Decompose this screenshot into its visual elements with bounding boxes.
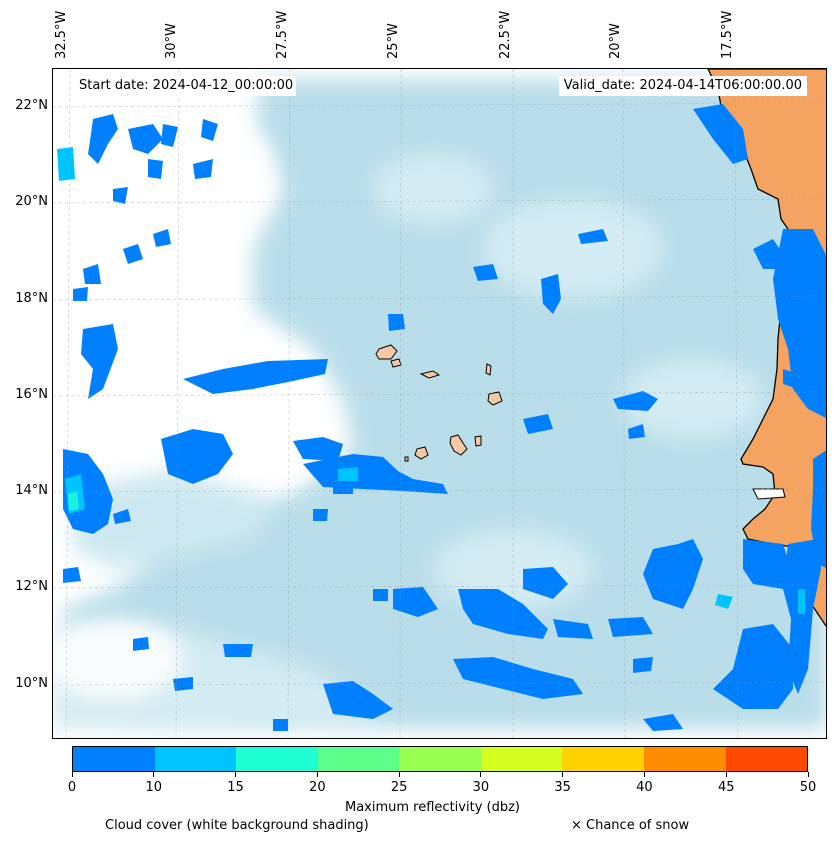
colorbar-tick-label: 45 bbox=[717, 780, 735, 795]
cloud-cover-legend: Cloud cover (white background shading) bbox=[105, 818, 369, 833]
colorbar-segment bbox=[562, 747, 644, 771]
colorbar-segment bbox=[236, 747, 318, 771]
snow-legend: × Chance of snow bbox=[571, 818, 690, 833]
lon-label-27-5w: 27.5°W bbox=[275, 10, 290, 59]
lat-label-20n: 20°N bbox=[15, 194, 48, 209]
lon-label-17-5w: 17.5°W bbox=[720, 10, 735, 59]
colorbar-segment bbox=[317, 747, 400, 771]
colorbar-tick-label: 10 bbox=[145, 780, 163, 795]
reflectivity-layer bbox=[63, 104, 826, 731]
lat-label-22n: 22°N bbox=[15, 98, 48, 113]
island-santo-antao bbox=[375, 344, 398, 360]
map-canvas bbox=[53, 69, 826, 738]
colorbar-label: Maximum reflectivity (dbz) bbox=[345, 800, 520, 815]
colorbar-tick bbox=[480, 772, 482, 777]
island-sao-nicolau bbox=[419, 370, 441, 379]
start-date-label: Start date: 2024-04-12_00:00:00 bbox=[76, 76, 297, 96]
colorbar-tick bbox=[398, 772, 400, 777]
lat-label-16n: 16°N bbox=[15, 387, 48, 402]
colorbar-tick-label: 0 bbox=[67, 780, 77, 795]
lat-label-18n: 18°N bbox=[15, 291, 48, 306]
colorbar-tick-label: 30 bbox=[472, 780, 490, 795]
colorbar-segment bbox=[154, 747, 237, 771]
colorbar-tick-label: 35 bbox=[554, 780, 571, 795]
colorbar-tick-label: 15 bbox=[227, 780, 244, 795]
reflectivity-layer-15-20 bbox=[68, 491, 79, 511]
colorbar-segment bbox=[725, 747, 808, 771]
lon-label-32-5w: 32.5°W bbox=[54, 10, 69, 59]
lon-label-20w: 20°W bbox=[608, 23, 623, 59]
valid-date-label: Valid_date: 2024-04-14T06:00:00.00 bbox=[558, 76, 807, 96]
reflectivity-colorbar bbox=[72, 746, 808, 772]
island-sao-vicente bbox=[390, 358, 402, 368]
colorbar-segment bbox=[480, 747, 563, 771]
lon-label-30w: 30°W bbox=[164, 23, 179, 59]
lat-label-10n: 10°N bbox=[15, 676, 48, 691]
colorbar-segment bbox=[643, 747, 726, 771]
cloud-cover-light-patches bbox=[373, 154, 763, 609]
island-brava bbox=[404, 456, 409, 462]
colorbar-tick bbox=[725, 772, 727, 777]
island-fogo bbox=[414, 446, 429, 460]
island-boa-vista bbox=[487, 391, 503, 406]
cape-verde-islands bbox=[375, 344, 503, 462]
colorbar-tick-label: 20 bbox=[309, 780, 326, 795]
weather-map[interactable] bbox=[52, 68, 827, 739]
lat-label-12n: 12°N bbox=[15, 579, 48, 594]
map-gridlines bbox=[53, 69, 826, 738]
lon-label-22-5w: 22.5°W bbox=[498, 10, 513, 59]
colorbar-tick bbox=[643, 772, 645, 777]
colorbar-tick bbox=[316, 772, 318, 777]
island-maio bbox=[474, 435, 482, 447]
colorbar-tick bbox=[235, 772, 237, 777]
colorbar-tick-label: 50 bbox=[799, 780, 817, 795]
lon-label-25w: 25°W bbox=[386, 23, 401, 59]
colorbar-tick bbox=[71, 772, 73, 777]
colorbar-tick-label: 40 bbox=[636, 780, 653, 795]
island-sal bbox=[485, 363, 492, 376]
colorbar-tick bbox=[562, 772, 564, 777]
colorbar-tick bbox=[807, 772, 809, 777]
colorbar-tick bbox=[153, 772, 155, 777]
land-senegal-river-notch bbox=[752, 488, 786, 500]
lat-label-14n: 14°N bbox=[15, 483, 48, 498]
colorbar-segment bbox=[399, 747, 481, 771]
cloud-cover-southwest bbox=[73, 469, 273, 569]
colorbar-segment bbox=[73, 747, 155, 771]
colorbar-tick-label: 25 bbox=[390, 780, 408, 795]
island-santiago bbox=[449, 434, 468, 456]
